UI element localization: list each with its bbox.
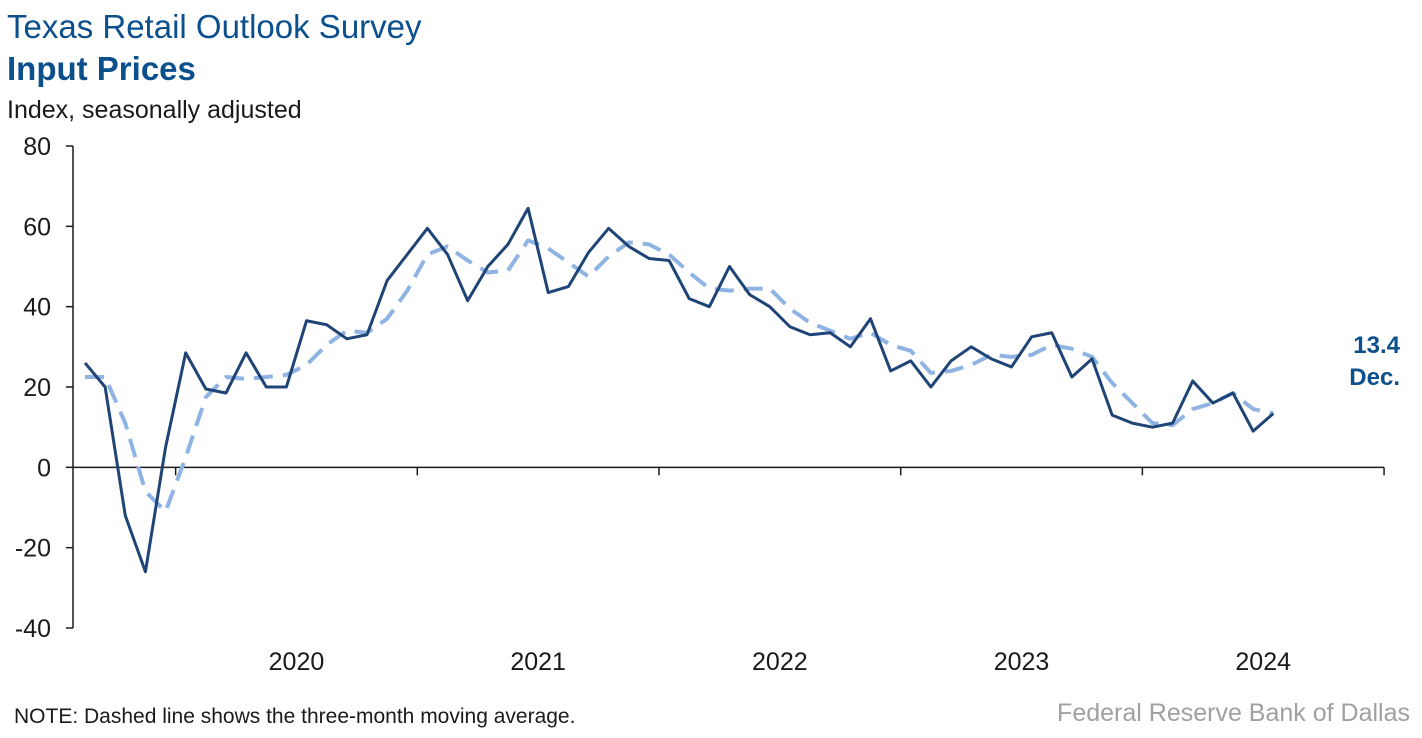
- last-value-label: 13.4: [1353, 332, 1400, 359]
- y-tick-label: 40: [23, 294, 51, 322]
- line-chart: 80 60 40 20 0 -20 -40 2020 2021 2022 2023 2024 13.…: [15, 133, 1401, 676]
- y-tick-label: 80: [23, 133, 51, 161]
- y-tick-label: 60: [23, 213, 51, 241]
- series-layer: [83, 206, 1275, 574]
- chart-title: Texas Retail Outlook Survey: [7, 8, 422, 45]
- moving-average-line: [85, 238, 1274, 514]
- x-tick-label: 2022: [752, 648, 808, 676]
- x-tick-label: 2021: [510, 648, 566, 676]
- x-tick-label: 2024: [1235, 648, 1291, 676]
- y-axis-units-label: Index, seasonally adjusted: [7, 96, 302, 124]
- y-tick-label: 0: [37, 454, 51, 482]
- footnote: NOTE: Dashed line shows the three-month …: [14, 705, 576, 728]
- chart-subtitle: Input Prices: [7, 50, 196, 87]
- index-line: [83, 206, 1275, 574]
- x-axis: 2020 2021 2022 2023 2024: [73, 466, 1385, 676]
- y-tick-label: -20: [15, 535, 51, 563]
- source-credit: Federal Reserve Bank of Dallas: [1057, 699, 1410, 727]
- y-axis: 80 60 40 20 0 -20 -40: [15, 133, 74, 643]
- x-tick-label: 2023: [994, 648, 1050, 676]
- y-tick-label: 20: [23, 374, 51, 402]
- y-tick-label: -40: [15, 615, 51, 643]
- x-tick-label: 2020: [269, 648, 325, 676]
- last-month-label: Dec.: [1349, 364, 1400, 391]
- annotation-layer: 13.4 Dec.: [1349, 332, 1400, 391]
